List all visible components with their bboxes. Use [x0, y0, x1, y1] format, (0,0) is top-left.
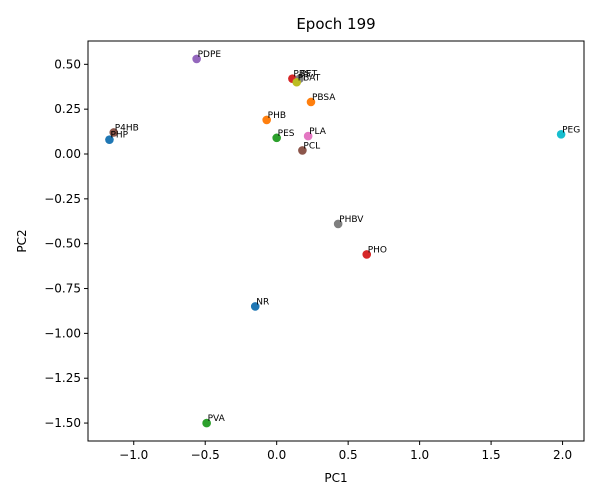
x-tick-label: 0.0 — [267, 448, 286, 462]
data-label-pes: PES — [278, 129, 295, 139]
x-axis-label: PC1 — [324, 471, 347, 485]
data-point-phb — [262, 115, 271, 125]
y-tick-label: −1.25 — [44, 371, 81, 385]
data-point-peg — [556, 129, 566, 139]
x-tick-label: 1.5 — [482, 448, 501, 462]
data-label-phb: PHB — [268, 111, 286, 121]
data-point-nr — [250, 302, 260, 311]
x-tick-label: −0.5 — [191, 448, 220, 462]
data-label-nr: NR — [256, 297, 269, 307]
data-point-pbat — [292, 77, 301, 87]
y-tick-label: −0.50 — [44, 237, 81, 251]
data-label-phbv: PHBV — [339, 215, 364, 225]
x-tick-label: −1.0 — [119, 448, 148, 462]
data-label-p4hb: P4HB — [115, 123, 139, 133]
x-tick-label: 1.0 — [410, 448, 429, 462]
chart-title: Epoch 199 — [296, 15, 375, 33]
data-point-pva — [202, 418, 211, 428]
data-point-p4hb — [109, 128, 119, 137]
y-tick-label: −1.00 — [44, 326, 81, 340]
y-tick-label: −1.50 — [44, 416, 81, 430]
y-tick-label: 0.00 — [54, 147, 81, 161]
y-tick-label: 0.25 — [54, 102, 81, 116]
data-point-phbv — [333, 219, 343, 229]
data-label-pbs: PBS — [293, 70, 310, 80]
data-label-peg: PEG — [562, 125, 580, 135]
data-point-pes — [272, 133, 281, 143]
data-label-pho: PHO — [368, 245, 387, 255]
data-label-pbat: PBAT — [298, 73, 321, 83]
data-label-pbsa: PBSA — [312, 93, 336, 103]
data-points — [105, 54, 566, 428]
data-point-pdpe — [192, 54, 201, 64]
y-axis-label: PC2 — [15, 229, 29, 252]
y-tick-label: 0.50 — [54, 57, 81, 71]
data-label-pet: PET — [301, 70, 318, 80]
data-label-php: PHP — [110, 131, 128, 141]
data-point-pbsa — [306, 97, 316, 107]
x-tick-label: 2.0 — [553, 448, 572, 462]
data-label-pcl: PCL — [303, 141, 320, 151]
data-point-pho — [362, 250, 372, 259]
plot-frame — [87, 40, 585, 442]
axis-ticks: −1.0 −0.5 0.0 0.5 1.0 1.5 2.0 −1.50 −1.25 −1.00 −0… — [44, 57, 572, 462]
data-label-pdpe: PDPE — [198, 50, 222, 60]
data-label-pla: PLA — [309, 127, 327, 137]
data-point-php — [105, 135, 114, 144]
x-tick-label: 0.5 — [339, 448, 358, 462]
data-label-pva: PVA — [208, 414, 226, 424]
y-tick-label: −0.25 — [44, 192, 81, 206]
data-point-pcl — [298, 146, 307, 155]
y-tick-label: −0.75 — [44, 282, 81, 296]
data-point-pla — [303, 131, 313, 141]
